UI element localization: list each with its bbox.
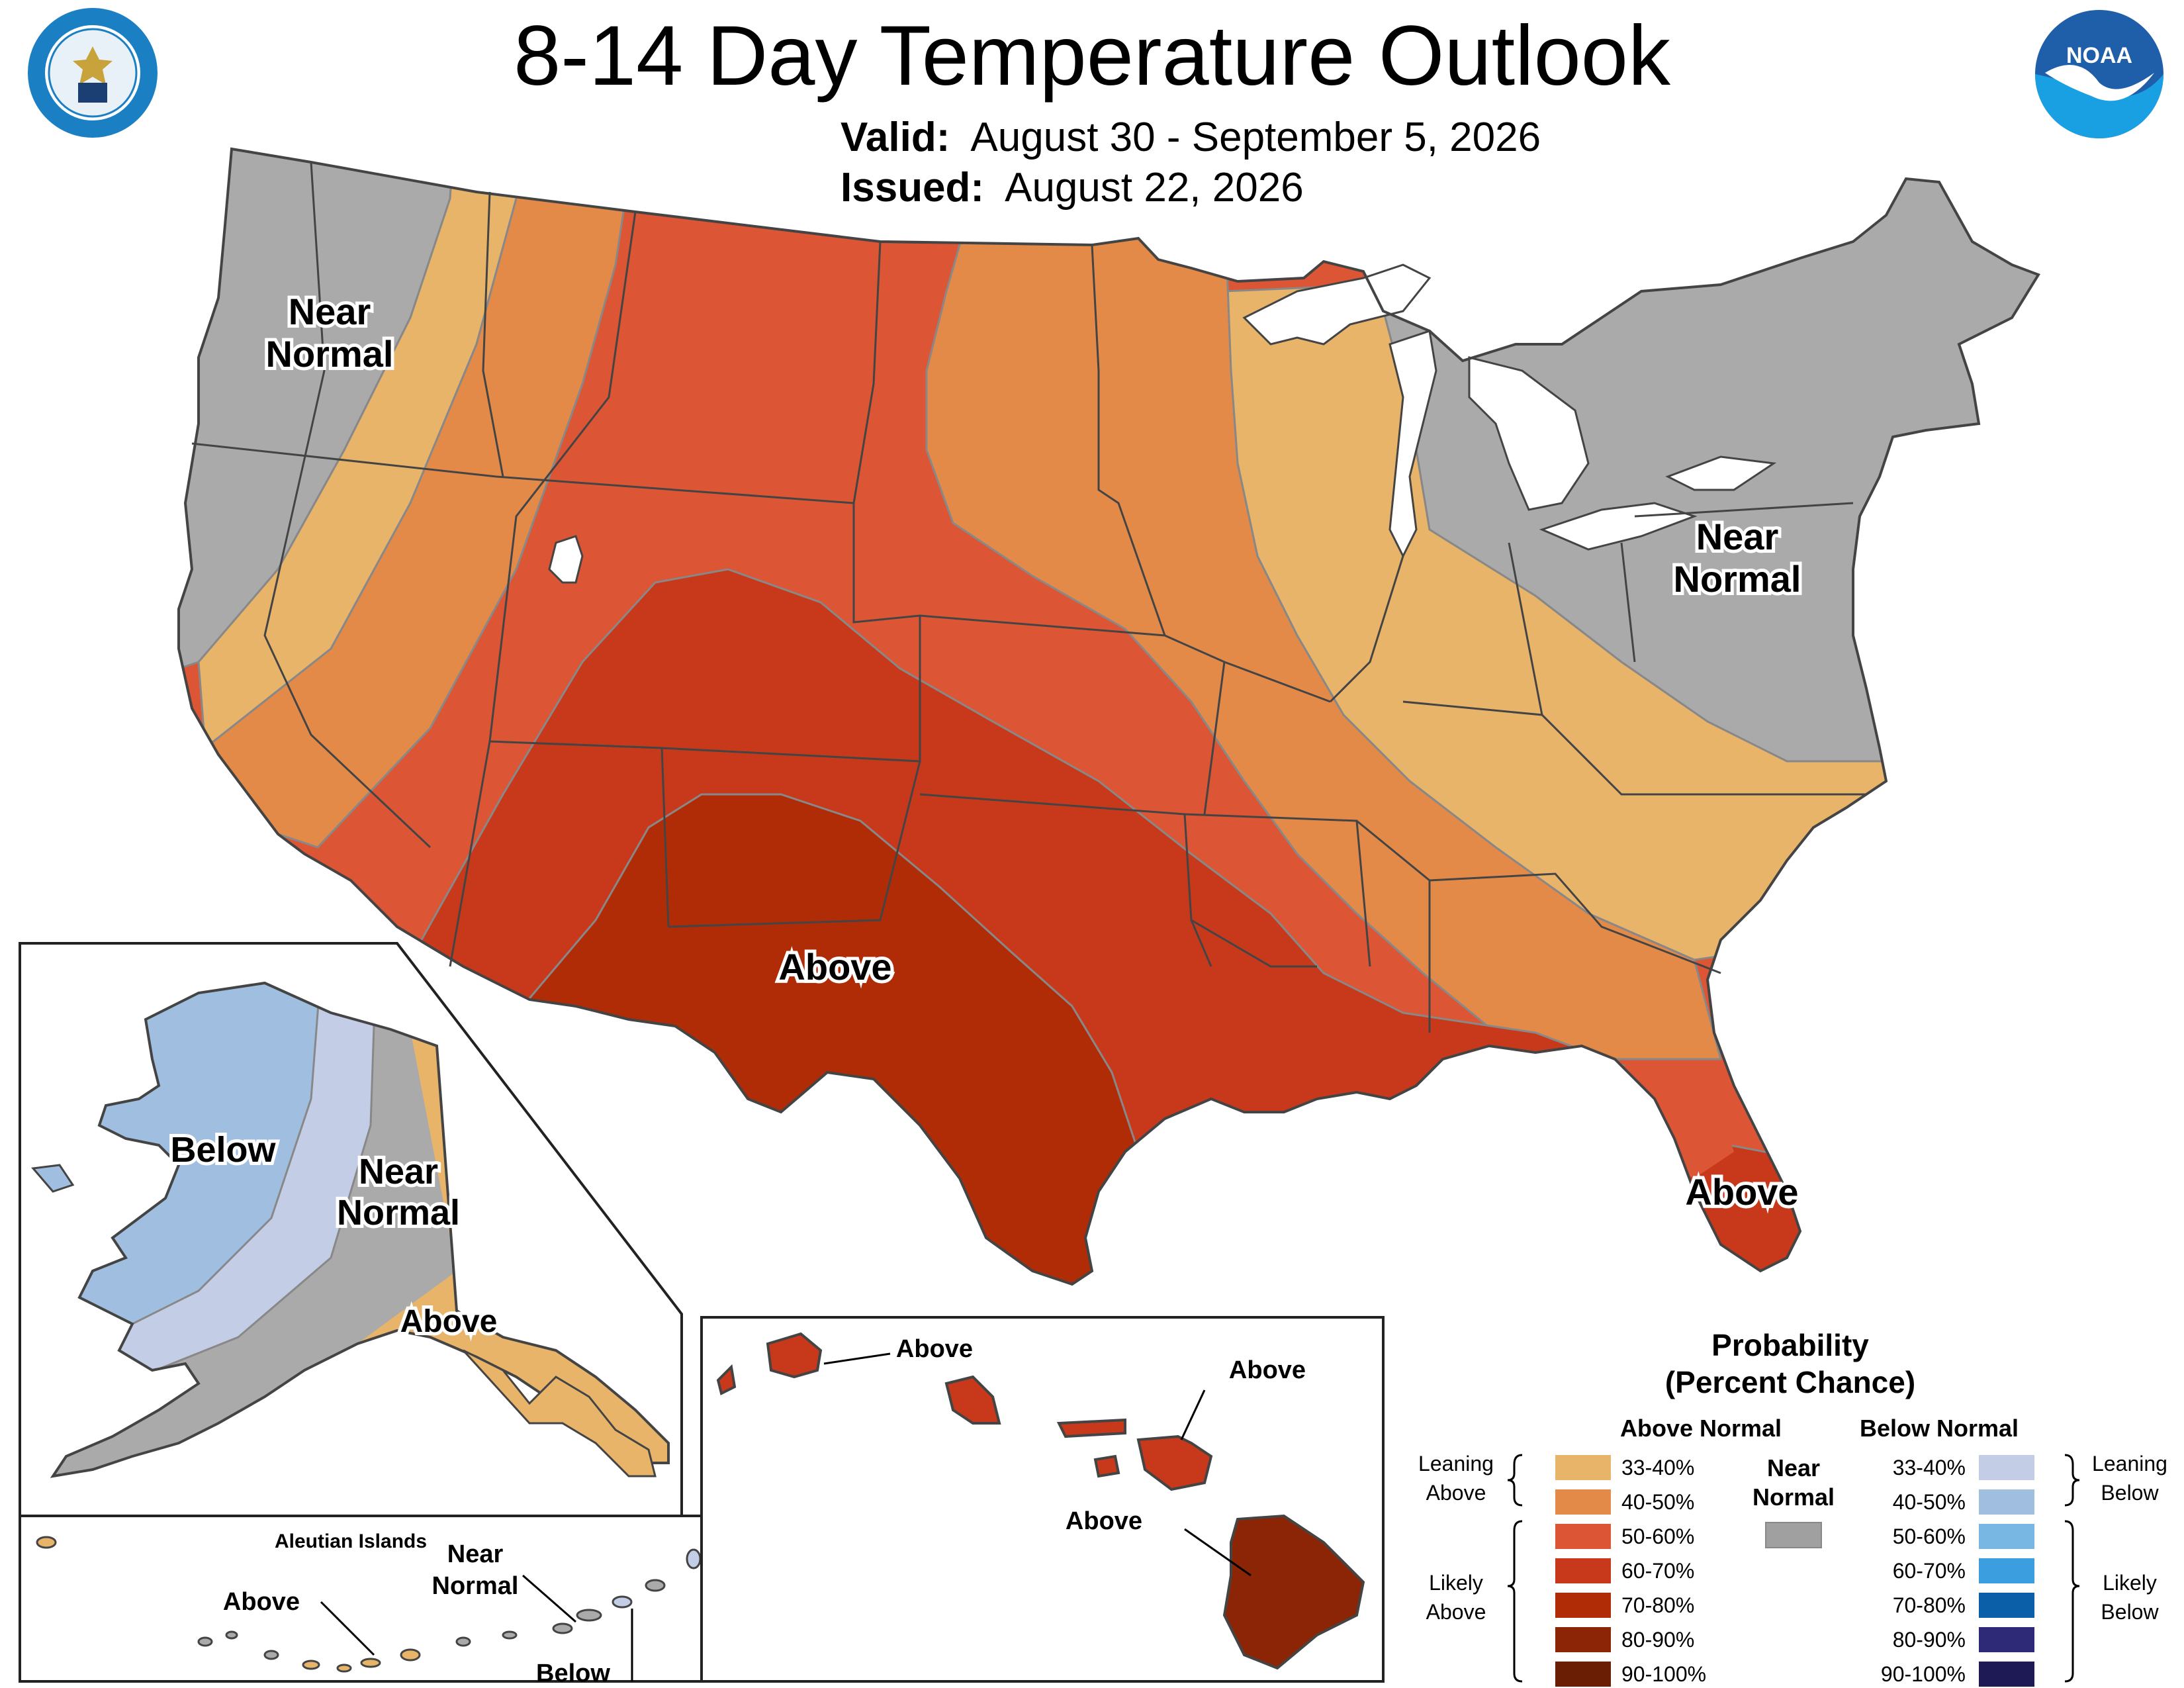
label-above-south: Above xyxy=(778,946,891,988)
legend-below-range-1: 40-50% xyxy=(1893,1490,1966,1514)
label-alaska-above: Above xyxy=(400,1304,498,1339)
legend-above-swatch-0 xyxy=(1555,1455,1611,1480)
legend-below-range-3: 60-70% xyxy=(1893,1559,1966,1583)
label-hawaii-above-kauai: Above xyxy=(896,1335,973,1363)
legend-below-range-0: 33-40% xyxy=(1893,1456,1966,1479)
legend-near-normal-swatch xyxy=(1765,1522,1822,1548)
legend-above-heading: Above Normal xyxy=(1620,1415,1782,1442)
noaa-logo-text: NOAA xyxy=(2066,43,2132,68)
valid-dates: Valid: August 30 - September 5, 2026 xyxy=(841,114,1541,162)
label-alaska-below: Below xyxy=(170,1130,276,1170)
legend-above-range-6: 90-100% xyxy=(1621,1662,1706,1686)
valid-label: Valid: xyxy=(841,115,950,160)
page-title: 8-14 Day Temperature Outlook xyxy=(514,9,1670,103)
legend-above-swatch-1 xyxy=(1555,1489,1611,1515)
legend-leaning-above: Leaning Above xyxy=(1418,1452,1494,1505)
legend-likely-below: Likely Below xyxy=(2101,1571,2159,1624)
legend-above-swatch-5 xyxy=(1555,1627,1611,1652)
legend-below-swatch-1 xyxy=(1979,1489,2034,1515)
legend-below-swatch-6 xyxy=(1979,1662,2034,1687)
label-alaska-near-normal: Near Normal xyxy=(337,1152,460,1233)
label-aleutian-above: Above xyxy=(223,1588,300,1616)
aleutian-title: Aleutian Islands xyxy=(275,1530,427,1552)
department-of-commerce-seal xyxy=(25,5,160,140)
label-near-normal-east: Near Normal xyxy=(1674,516,1801,600)
aleutian-islands xyxy=(36,1536,702,1673)
valid-value: August 30 - September 5, 2026 xyxy=(970,115,1541,160)
great-lakes xyxy=(1242,263,1777,559)
legend-below-range-6: 90-100% xyxy=(1881,1662,1966,1686)
island-lanai xyxy=(1093,1454,1120,1478)
alaska-inset: Below Near Normal Above xyxy=(19,942,683,1517)
island-oahu xyxy=(944,1375,1001,1425)
legend-above-swatch-2 xyxy=(1555,1524,1611,1549)
label-hawaii-above-maui: Above xyxy=(1229,1356,1306,1384)
legend-below-swatches: 33-40% 40-50% 50-60% 60-70% 70-80% 80-90% 90-1… xyxy=(1881,1455,2034,1687)
legend-above-range-1: 40-50% xyxy=(1621,1490,1694,1514)
legend-above-range-4: 70-80% xyxy=(1621,1593,1694,1617)
island-molokai xyxy=(1056,1418,1126,1438)
legend-below-swatch-5 xyxy=(1979,1627,2034,1652)
legend-above-swatches: 33-40% 40-50% 50-60% 60-70% 70-80% 80-90% 90-1… xyxy=(1555,1455,1706,1687)
legend-above-range-2: 50-60% xyxy=(1621,1524,1694,1548)
great-salt-lake xyxy=(548,535,584,584)
legend-above-swatch-6 xyxy=(1555,1662,1611,1687)
legend-near-normal-label: Near Normal xyxy=(1752,1454,1835,1511)
legend-below-range-2: 50-60% xyxy=(1893,1524,1966,1548)
state-borders xyxy=(191,162,1866,1033)
legend-below-heading: Below Normal xyxy=(1860,1415,2019,1442)
legend-above-swatch-3 xyxy=(1555,1558,1611,1583)
label-near-normal-west: Near Normal xyxy=(266,291,394,375)
legend-above-swatch-4 xyxy=(1555,1593,1611,1618)
island-maui xyxy=(1136,1434,1213,1491)
aleutian-inset: Aleutian Islands Above Near Normal Below xyxy=(19,1515,703,1687)
legend-braces xyxy=(1507,1454,2080,1683)
label-aleutian-near-normal: Near Normal xyxy=(432,1540,519,1600)
legend-below-swatch-3 xyxy=(1979,1558,2034,1583)
label-hawaii-above-big-island: Above xyxy=(1066,1507,1142,1535)
legend-above-range-3: 60-70% xyxy=(1621,1559,1694,1583)
legend-below-range-4: 70-80% xyxy=(1893,1593,1966,1617)
issued-value: August 22, 2026 xyxy=(1005,165,1304,211)
legend-leaning-below: Leaning Below xyxy=(2092,1452,2167,1505)
label-aleutian-below: Below xyxy=(536,1660,610,1687)
island-niihau xyxy=(716,1364,737,1395)
legend-above-range-5: 80-90% xyxy=(1621,1628,1694,1652)
island-kauai xyxy=(766,1332,823,1379)
issued-label: Issued: xyxy=(841,165,985,211)
legend-likely-above: Likely Above xyxy=(1426,1571,1486,1624)
noaa-logo: NOAA xyxy=(2035,10,2163,138)
legend-below-swatch-2 xyxy=(1979,1524,2034,1549)
legend-below-swatch-4 xyxy=(1979,1593,2034,1618)
label-above-florida: Above xyxy=(1685,1171,1798,1213)
legend-above-range-0: 33-40% xyxy=(1621,1456,1694,1479)
hawaii-inset: Above Above Above xyxy=(700,1316,1385,1683)
issued-date: Issued: August 22, 2026 xyxy=(841,164,1304,212)
island-big-island xyxy=(1222,1514,1365,1670)
legend-title-line1: Probability xyxy=(1711,1328,1869,1362)
legend-below-swatch-0 xyxy=(1979,1455,2034,1480)
legend-title-line2: (Percent Chance) xyxy=(1665,1365,1915,1399)
legend-below-range-5: 80-90% xyxy=(1893,1628,1966,1652)
probability-legend: Probability (Percent Chance) Above Norma… xyxy=(1418,1328,2167,1687)
